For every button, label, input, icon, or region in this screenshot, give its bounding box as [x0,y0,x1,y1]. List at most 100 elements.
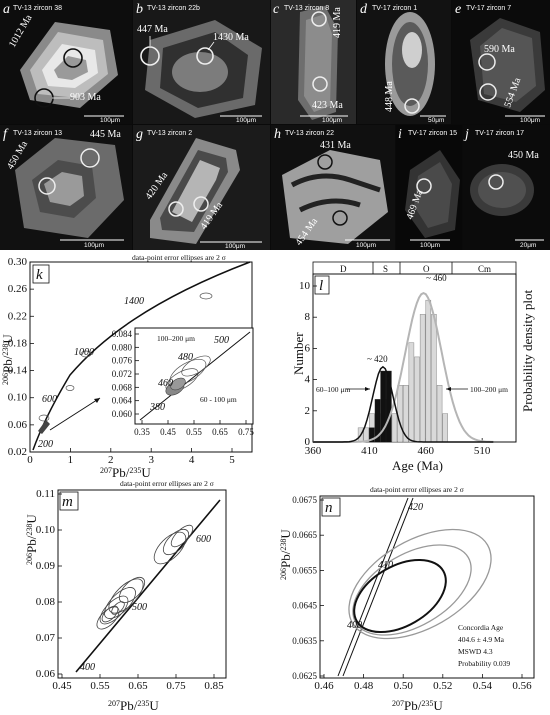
size-label-coarse: 100–200 μm [470,385,508,394]
panel-m-x-ticks: 0.45 0.55 0.65 0.75 0.85 [52,674,224,692]
tile-g-scale: 100μm [225,243,245,250]
m-y-label: 0.09 [36,560,56,572]
tile-f-letter: f [3,127,9,142]
k-inset-x-label: 0.35 [134,427,150,437]
k-inset-age-480: 480 [178,352,193,363]
n-age-410: 410 [378,560,393,571]
panel-k-inset: 0.084 0.080 0.076 0.072 0.068 0.064 0.060 0.35… [112,327,254,437]
k-inset-label-fine: 60 - 100 μm [200,395,237,404]
k-x-label: 2 [108,454,114,466]
l-y-label: 8 [305,311,311,323]
m-y-label: 0.10 [36,524,56,536]
m-y-label: 0.08 [36,596,56,608]
m-y-label: 0.06 [36,668,56,680]
tile-c-title: TV-13 zircon 8 [284,5,329,12]
tile-f-scale: 100μm [84,242,104,249]
k-inset-y-label: 0.084 [112,329,133,339]
tile-g-letter: g [136,127,143,142]
tile-c-age-1: 419 Ma [332,7,343,38]
tile-a-title: TV-13 zircon 38 [13,5,62,12]
tile-h-age-1: 431 Ma [320,140,351,151]
k-inset-age-460: 460 [158,378,173,389]
tile-j-age-1: 450 Ma [508,150,539,161]
panel-l-y-title: Number [291,332,306,375]
panel-k-inset-x-ticks: 0.35 0.45 0.55 0.65 0.75 [134,420,254,437]
result-line-3: MSWD 4.3 [458,647,493,656]
tile-e-scale: 100μm [520,117,540,124]
k-inset-age-500: 500 [214,335,229,346]
k-x-label: 4 [189,454,195,466]
n-y-label: 0.0665 [292,530,317,540]
zircon-tile-e: e TV-17 zircon 7 590 Ma 554 Ma 100μm [452,0,550,124]
panel-l-y-ticks: 10 8 6 4 2 0 [299,280,317,448]
l-x-label: 360 [305,445,322,457]
bar-coarse [442,413,448,443]
k-y-label: 0.26 [8,283,28,295]
l-y-label: 6 [305,342,311,354]
k-inset-y-label: 0.064 [112,396,133,406]
tile-f-title: TV-13 zircon 13 [13,130,62,137]
zircon-tile-j: j TV-17 zircon 17 450 Ma 20μm [463,125,550,250]
result-line-4: Probability 0.039 [458,659,510,668]
panel-l-x-ticks: 360 410 460 510 [305,438,491,457]
bar-coarse [431,314,437,443]
panel-m-y-title: 206Pb/238U [24,514,39,565]
k-inset-y-label: 0.072 [112,369,132,379]
zircon-tile-a: a TV-13 zircon 38 1012 Ma 903 Ma 100μm [0,0,132,124]
bar-coarse [414,356,420,443]
zircon-tile-b: b TV-13 zircon 22b 447 Ma 1430 Ma 100μm [133,0,270,124]
n-y-label: 0.0655 [292,565,317,575]
zircon-tile-c: c TV-13 zircon 8 419 Ma 423 Ma 100μm [271,0,356,124]
tile-h-scale: 100μm [356,242,376,249]
zircon-tile-h: h TV-13 zircon 22 431 Ma 454 Ma 100μm [271,125,395,250]
panel-l-label: l [319,278,323,294]
tile-g-title: TV-13 zircon 2 [147,130,192,137]
panel-k-y-ticks: 0.30 0.26 0.22 0.18 0.14 0.10 0.06 0.02 [8,256,34,458]
size-label-fine: 60–100 μm [316,385,350,394]
m-age-600: 600 [196,534,211,545]
panel-m-x-title: 207Pb/235U [108,698,159,713]
bar-coarse [402,385,409,443]
k-y-label: 0.14 [8,365,28,377]
k-y-label: 0.30 [8,256,28,268]
panel-k-label: k [36,267,43,283]
panel-n-note: data-point error ellipses are 2 σ [370,485,464,494]
n-y-label: 0.0645 [292,601,317,611]
zircon-image-grid: a TV-13 zircon 38 1012 Ma 903 Ma 100μm b… [0,0,550,250]
k-age-1400: 1400 [124,296,144,307]
l-x-label: 510 [474,445,491,457]
result-line-1: Concordia Age [458,623,504,632]
panel-k: data-point error ellipses are 2 σ k 0.30… [0,253,254,480]
k-inset-x-label: 0.45 [160,427,176,437]
n-x-label: 0.48 [354,680,374,692]
tile-j-scale: 20μm [520,242,536,249]
panel-l-x-title: Age (Ma) [392,458,443,473]
m-age-400: 400 [80,662,95,673]
n-y-label: 0.0635 [292,636,317,646]
panel-n-x-ticks: 0.46 0.48 0.50 0.52 0.54 0.56 [314,674,532,692]
bar-coarse [425,299,432,443]
bar-fine [374,399,381,443]
k-inset-x-label: 0.55 [186,427,202,437]
tile-d-title: TV-17 zircon 1 [372,5,417,12]
panel-l: D S O Cm l 10 8 6 4 2 0 360 410 460 510 ~ 420 ~ … [291,261,535,473]
tile-h-title: TV-13 zircon 22 [285,130,334,137]
k-inset-y-label: 0.068 [112,382,133,392]
tile-i-title: TV-17 zircon 15 [408,130,457,137]
k-inset-y-label: 0.060 [112,409,133,419]
tile-i-scale: 100μm [420,242,440,249]
bar-coarse [397,385,403,443]
m-x-label: 0.75 [166,680,186,692]
m-x-label: 0.55 [90,680,110,692]
tile-e-age-1: 590 Ma [484,44,515,55]
zircon-tile-f: f TV-13 zircon 13 450 Ma 445 Ma 100μm [0,125,132,250]
panel-k-note: data-point error ellipses are 2 σ [132,253,226,262]
bar-fine [369,427,375,443]
n-y-label: 0.0675 [292,495,317,505]
panel-n-y-ticks: 0.0675 0.0665 0.0655 0.0645 0.0635 0.0625 [292,495,324,681]
l-y-label: 4 [305,374,311,386]
k-inset-y-label: 0.080 [112,342,133,352]
period-s: S [383,264,388,274]
tile-e-title: TV-17 zircon 7 [466,5,511,12]
